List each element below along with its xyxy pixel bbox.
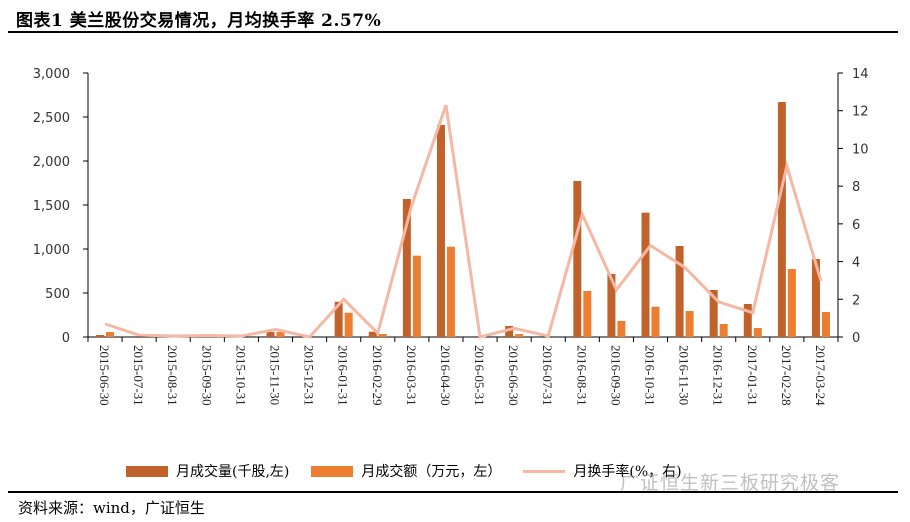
- bar-volume: [675, 246, 684, 337]
- legend-swatch-amount: [311, 465, 354, 477]
- x-tick-label: 2016-10-31: [643, 345, 658, 406]
- bar-amount: [344, 312, 353, 337]
- bar-volume: [811, 259, 820, 337]
- bar-volume: [368, 331, 377, 337]
- x-tick-label: 2016-12-31: [711, 345, 726, 406]
- x-tick-label: 2016-03-31: [404, 345, 419, 406]
- bar-amount: [378, 334, 387, 337]
- left-tick-label: 1,500: [33, 199, 70, 214]
- x-tick-label: 2016-07-31: [540, 345, 555, 406]
- bar-volume: [334, 301, 343, 337]
- bar-amount: [617, 320, 626, 337]
- bar-volume: [777, 102, 786, 337]
- bar-volume: [743, 304, 752, 337]
- left-tick-label: 2,000: [33, 155, 70, 170]
- x-tick-label: 2016-06-30: [506, 345, 521, 406]
- legend-swatch-volume: [126, 465, 168, 477]
- bar-amount: [787, 268, 796, 337]
- bar-amount: [446, 246, 455, 337]
- x-tick-label: 2017-01-31: [745, 345, 760, 406]
- left-tick-label: 500: [45, 287, 70, 302]
- right-tick-label: 8: [852, 180, 860, 195]
- legend-label-amount: 月成交额（万元，左）: [361, 464, 502, 480]
- right-tick-label: 10: [852, 142, 869, 157]
- x-tick-label: 2016-09-30: [608, 345, 623, 406]
- right-tick-label: 14: [852, 67, 869, 82]
- bar-volume: [505, 326, 514, 337]
- left-tick-label: 1,000: [33, 243, 70, 258]
- right-tick-label: 12: [852, 105, 869, 120]
- x-tick-label: 2015-06-30: [97, 345, 112, 406]
- bar-volume: [709, 290, 718, 337]
- x-tick-label: 2015-11-30: [268, 345, 283, 405]
- bar-volume: [607, 273, 616, 337]
- turnover-line: [104, 104, 823, 339]
- watermark: 广证恒生新三板研究极客: [620, 472, 841, 494]
- right-tick-label: 2: [852, 293, 860, 308]
- bar-amount: [651, 306, 660, 337]
- bar-volume: [641, 212, 650, 337]
- bar-amount: [719, 323, 728, 337]
- left-tick-label: 0: [62, 331, 70, 346]
- legend-swatch-turnover: [523, 469, 566, 473]
- bar-volume: [402, 199, 411, 337]
- x-tick-label: 2015-08-31: [165, 345, 180, 406]
- bar-volume: [436, 125, 445, 338]
- left-tick-label: 2,500: [33, 111, 70, 126]
- bar-amount: [106, 331, 115, 337]
- bar-volume: [96, 334, 105, 337]
- x-tick-label: 2016-05-31: [472, 345, 487, 406]
- bottom-divider: [8, 491, 898, 493]
- right-tick-label: 0: [852, 331, 860, 346]
- left-tick-label: 3,000: [33, 67, 70, 82]
- source-note: 资料来源：wind，广证恒生: [18, 499, 205, 517]
- legend: 月成交量(千股,左) 月成交额（万元，左） 月换手率(%，右): [126, 461, 704, 481]
- x-tick-label: 2016-04-30: [438, 345, 453, 406]
- x-tick-label: 2016-08-31: [574, 345, 589, 406]
- x-tick-label: 2015-12-31: [302, 345, 317, 406]
- bar-volume: [573, 180, 582, 337]
- x-tick-label: 2016-01-31: [336, 345, 351, 406]
- legend-item-amount: 月成交额（万元，左）: [311, 461, 501, 481]
- bar-volume: [266, 331, 275, 337]
- bar-amount: [515, 334, 524, 337]
- x-tick-label: 2015-09-30: [199, 345, 214, 406]
- bar-amount: [583, 290, 592, 337]
- x-tick-label: 2016-02-29: [370, 345, 385, 406]
- x-tick-label: 2015-07-31: [131, 345, 146, 406]
- x-tick-label: 2016-11-30: [677, 345, 692, 405]
- legend-label-volume: 月成交量(千股,左): [176, 464, 290, 480]
- x-tick-label: 2017-03-24: [813, 345, 828, 406]
- bar-amount: [753, 328, 762, 337]
- right-tick-label: 6: [852, 218, 860, 233]
- combo-chart: 0 500 1,000 1,500 2,000 2,500 3,000 0 2 4 6 8 10 12 14…: [33, 67, 869, 406]
- legend-label-turnover: 月换手率(%，右): [573, 464, 682, 480]
- top-divider: [8, 31, 898, 33]
- bar-amount: [821, 312, 830, 337]
- legend-item-turnover: 月换手率(%，右): [523, 461, 682, 481]
- chart-title: 图表1 美兰股份交易情况，月均换手率 2.57%: [16, 11, 382, 31]
- right-tick-label: 4: [852, 256, 860, 271]
- bar-amount: [412, 255, 421, 337]
- bar-amount: [685, 311, 694, 337]
- x-tick-label: 2015-10-31: [233, 345, 248, 406]
- bar-amount: [276, 331, 285, 337]
- x-tick-label: 2017-02-28: [779, 345, 794, 406]
- legend-item-volume: 月成交量(千股,左): [126, 461, 289, 481]
